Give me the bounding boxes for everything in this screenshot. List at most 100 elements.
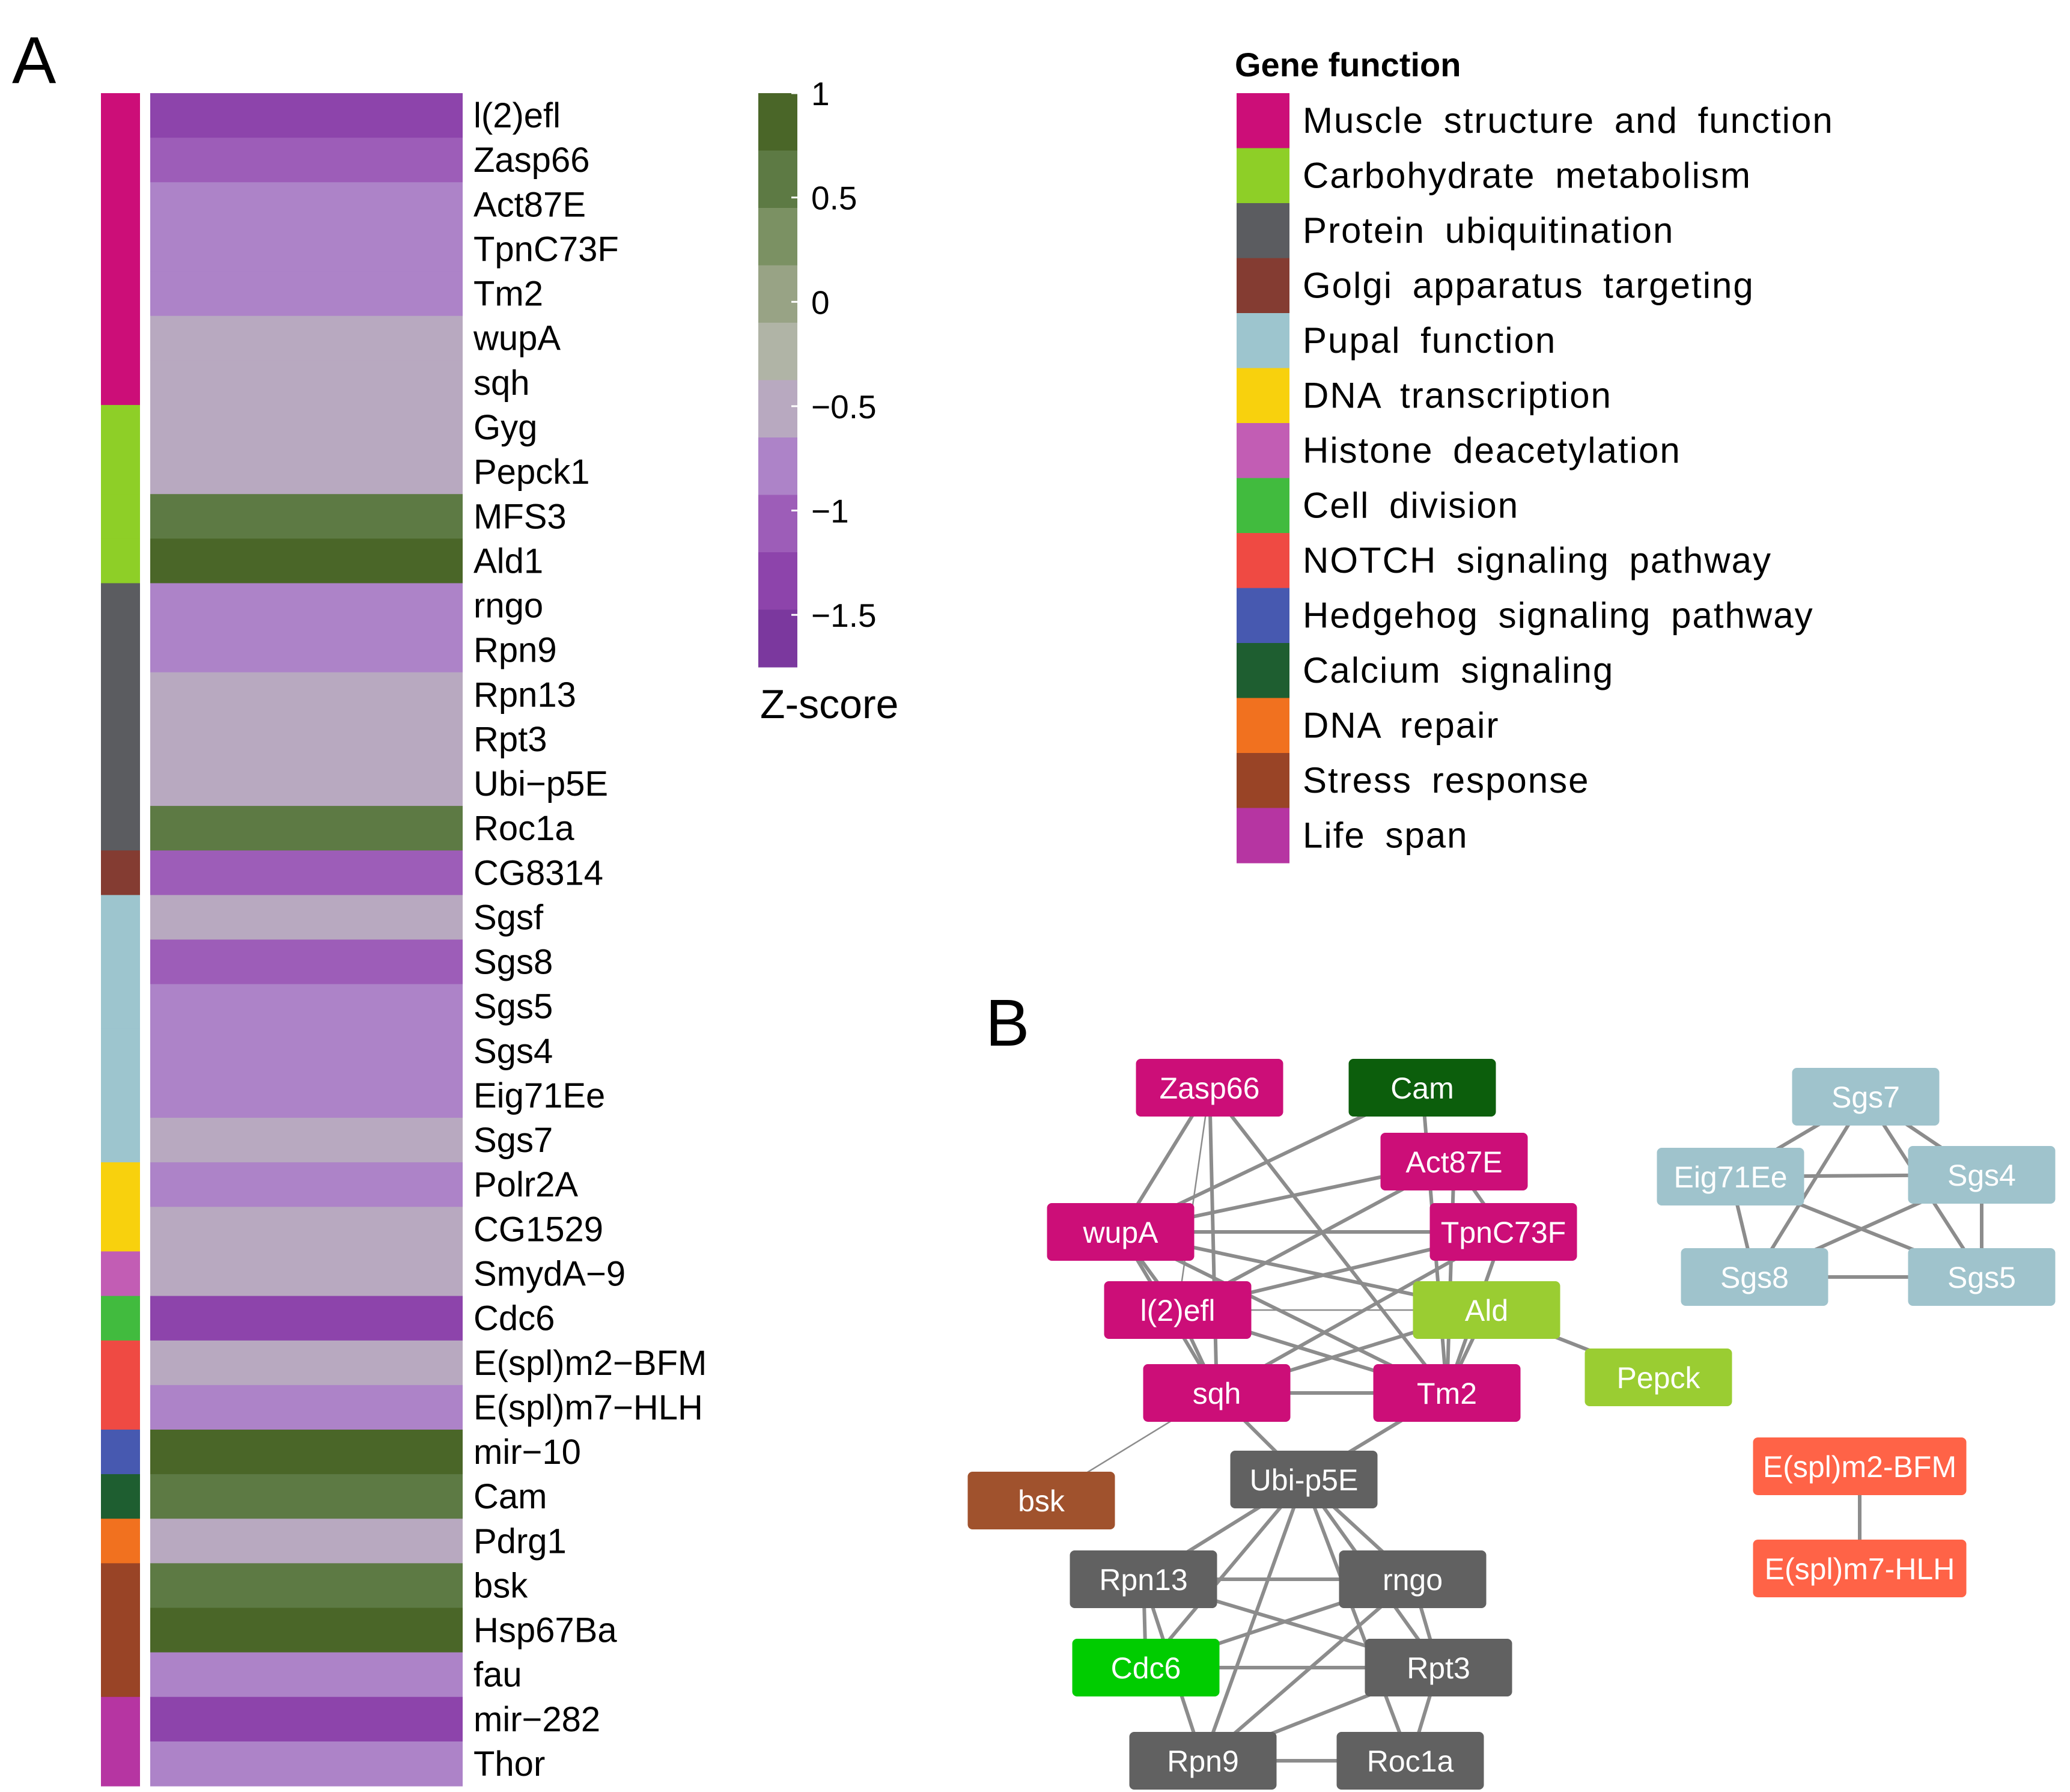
heatmap-cell-mfs3 [150, 494, 463, 539]
legend-label-stress: Stress response [1303, 760, 1590, 800]
gene-label-tpnc73f: TpnC73F [473, 230, 619, 269]
heatmap-cell-rpn9 [150, 627, 463, 673]
annotation-cell-cg1529 [101, 1207, 140, 1252]
network-edge-ubip5e-roc1a [1302, 1478, 1412, 1762]
legend-swatch-stress [1237, 753, 1289, 808]
network-node-box [1143, 1364, 1291, 1422]
colorbar-tick-label: 0 [811, 284, 830, 321]
network-edge-zasp66-tm2 [1208, 1086, 1449, 1394]
heatmap-cell-sgsf [150, 895, 463, 940]
colorbar-segment [758, 437, 797, 496]
network-node-box [1681, 1248, 1828, 1306]
legend-swatch-golgi [1237, 258, 1289, 314]
heatmap-cell-rpt3 [150, 716, 463, 762]
network-node-label: Ald [1465, 1294, 1508, 1327]
network-edge-rngo-rpn9 [1202, 1577, 1414, 1763]
heatmap-cell-e-spl-m7-hlh [150, 1385, 463, 1430]
function-annotation-bar [101, 93, 140, 1787]
network-node-wupa: wupA [1047, 1203, 1195, 1261]
network-node-label: Ubi-p5E [1250, 1463, 1359, 1497]
colorbar-tick-label: −0.5 [811, 388, 877, 425]
gene-label-sgs5: Sgs5 [473, 987, 553, 1026]
heatmap-cell-cdc6 [150, 1296, 463, 1341]
heatmap-cell-cam [150, 1474, 463, 1519]
gene-label-pdrg1: Pdrg1 [473, 1522, 567, 1561]
network-node-label: Tm2 [1417, 1377, 1477, 1410]
network-node-label: Zasp66 [1160, 1071, 1260, 1105]
colorbar-segment [758, 323, 797, 381]
network-node-label: Sgs7 [1831, 1080, 1900, 1114]
network-node-rpt3: Rpt3 [1365, 1639, 1512, 1696]
heatmap [150, 93, 463, 1787]
legend-swatch-transcription [1237, 368, 1289, 424]
annotation-cell-bsk [101, 1563, 140, 1609]
network-node-rpn9: Rpn9 [1129, 1732, 1277, 1790]
annotation-cell-mfs3 [101, 494, 140, 539]
network-edge-act87e-tm2 [1445, 1161, 1456, 1394]
gene-label-sgs7: Sgs7 [473, 1121, 553, 1160]
heatmap-cell-pdrg1 [150, 1519, 463, 1564]
heatmap-cell-rngo [150, 583, 463, 629]
legend-swatch-ubiquitination [1237, 203, 1289, 258]
legend-label-carbohydrate: Carbohydrate metabolism [1303, 155, 1752, 195]
gene-label-thor: Thor [473, 1745, 545, 1784]
gene-label-rpn9: Rpn9 [473, 631, 557, 670]
annotation-cell-gyg [101, 404, 140, 450]
network-node-box [1336, 1732, 1484, 1790]
heatmap-cell-thor [150, 1741, 463, 1787]
network-node-label: sqh [1193, 1377, 1241, 1410]
gene-label-fau: fau [473, 1656, 522, 1695]
colorbar-segment [758, 150, 797, 209]
gene-label-mfs3: MFS3 [473, 497, 567, 536]
legend-label-repair: DNA repair [1303, 705, 1499, 745]
gene-label-gyg: Gyg [473, 408, 537, 447]
heatmap-cell-smyda-9 [150, 1251, 463, 1297]
annotation-cell-cdc6 [101, 1296, 140, 1341]
network-node-box [1104, 1281, 1252, 1339]
network-node-sgs7: Sgs7 [1792, 1068, 1940, 1126]
colorbar-segment [758, 93, 797, 151]
legend-swatch-muscle [1237, 93, 1289, 148]
legend-swatch-lifespan [1237, 808, 1289, 864]
annotation-cell-rpn9 [101, 627, 140, 673]
heatmap-cell-eig71ee [150, 1073, 463, 1118]
network-node-box [1380, 1133, 1528, 1190]
annotation-cell-sgs7 [101, 1118, 140, 1163]
colorbar-segment [758, 609, 797, 668]
network-edge-ubip5e-cdc6 [1144, 1478, 1306, 1669]
annotation-cell-l-2-efl [101, 93, 140, 138]
panel-a-letter: A [12, 23, 56, 97]
gene-label-mir-10: mir−10 [473, 1433, 581, 1472]
gene-label-roc1a: Roc1a [473, 809, 574, 848]
heatmap-cell-cg1529 [150, 1207, 463, 1252]
gene-label-eig71ee: Eig71Ee [473, 1076, 605, 1115]
network-node-rngo: rngo [1339, 1550, 1487, 1608]
network-node-label: Sgs5 [1947, 1261, 2016, 1294]
annotation-cell-sgsf [101, 895, 140, 940]
annotation-cell-roc1a [101, 806, 140, 851]
annotation-cell-eig71ee [101, 1073, 140, 1118]
colorbar-segment [758, 380, 797, 438]
heatmap-cell-bsk [150, 1563, 463, 1609]
colorbar-tick-label: 1 [811, 75, 830, 112]
annotation-cell-rpt3 [101, 716, 140, 762]
network-node-label: E(spl)m7-HLH [1765, 1552, 1955, 1586]
network-edge-sgs7-sgs8 [1753, 1096, 1868, 1278]
annotation-cell-cg8314 [101, 850, 140, 895]
annotation-cell-pepck1 [101, 450, 140, 495]
network-node-box [1792, 1068, 1940, 1126]
annotation-cell-zasp66 [101, 138, 140, 183]
heatmap-cell-wupa [150, 315, 463, 361]
annotation-cell-e-spl-m2-bfm [101, 1340, 140, 1386]
network-node-rpn13: Rpn13 [1070, 1550, 1217, 1608]
network-node-label: Rpt3 [1407, 1651, 1470, 1685]
network-node-box [1373, 1364, 1521, 1422]
gene-label-polr2a: Polr2A [473, 1165, 578, 1204]
gene-label-wupa: wupA [473, 319, 561, 358]
gene-label-cdc6: Cdc6 [473, 1299, 555, 1338]
legend-label-ubiquitination: Protein ubiquitination [1303, 210, 1674, 251]
network-node-box [1070, 1550, 1217, 1608]
network-node-label: Rpn13 [1099, 1563, 1187, 1597]
heatmap-cell-gyg [150, 404, 463, 450]
heatmap-cell-polr2a [150, 1162, 463, 1207]
